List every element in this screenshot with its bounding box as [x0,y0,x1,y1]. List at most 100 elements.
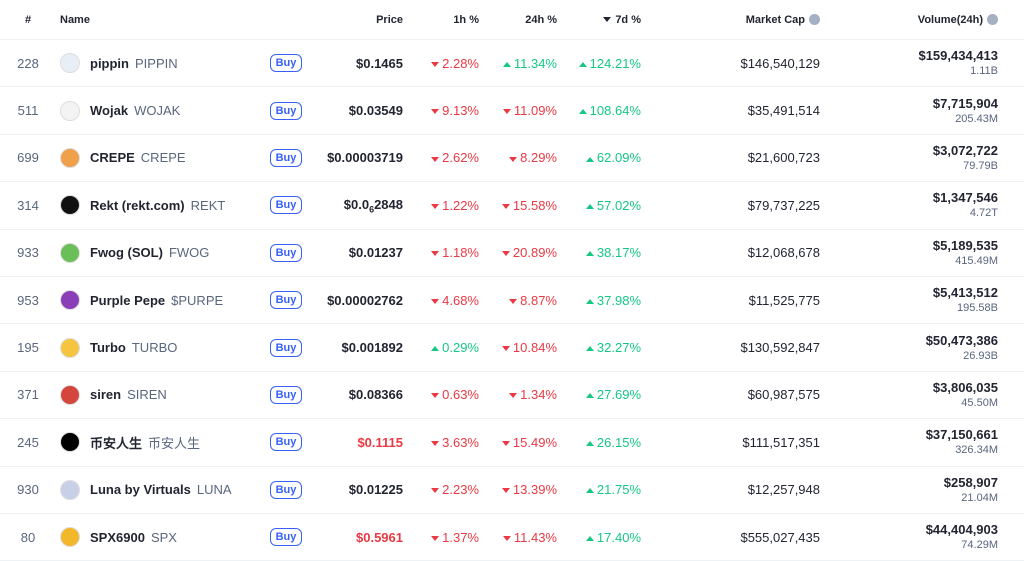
spacer [998,134,1024,183]
d7-header[interactable]: 7d % [557,0,641,40]
change-arrow [431,535,440,541]
h24-change-cell: 11.34% [479,39,557,88]
change-arrow [502,61,511,67]
d7-change-cell: 38.17% [557,229,641,277]
h24-change-cell: 8.29% [479,134,557,183]
volume-cell: $5,189,535 415.49M [820,229,998,277]
price-part: $0.0 [343,196,370,212]
h1-change-cell: 1.18% [403,229,479,277]
name-wrap[interactable]: Luna by Virtuals LUNA [60,479,261,500]
name-wrap[interactable]: pippin PIPPIN [60,53,261,74]
buy-button[interactable]: Buy [269,338,303,357]
rank-header: # [0,0,56,40]
coin-row: 314 Rekt (rekt.com) REKT Buy $0.062848 1.22% 1… [0,181,1024,230]
price: $0.01237 [348,245,403,261]
h24-change: 8.87% [520,292,557,308]
info-icon[interactable] [809,14,820,26]
name-wrap[interactable]: 币安人生 币安人生 [60,432,261,453]
coin-symbol: 币安人生 [148,435,201,451]
change-arrow [509,156,518,162]
change-arrow [431,109,440,115]
volume-sub: 21.04M [961,491,998,504]
price: $0.03549 [348,103,403,119]
coin-name: SPX6900 [90,529,145,545]
volume: $44,404,903 [925,522,998,538]
buy-button[interactable]: Buy [269,528,303,547]
market-cap-header-text: Market Cap [745,13,805,26]
h24-change-cell: 15.58% [479,181,557,230]
buy-button[interactable]: Buy [269,243,303,262]
name-wrap[interactable]: Wojak WOJAK [60,100,261,121]
change-arrow [501,203,510,209]
buy-cell: Buy [261,323,311,372]
d7-change: 108.64% [589,103,641,119]
name-wrap[interactable]: SPX6900 SPX [60,527,261,548]
price: $0.00002762 [327,292,403,308]
name-cell: Luna by Virtuals LUNA [56,466,261,514]
coin-symbol: CREPE [140,150,186,166]
name-wrap[interactable]: Fwog (SOL) FWOG [60,242,261,263]
h24-change-cell: 11.43% [479,513,557,561]
coin-symbol: SIREN [127,387,167,403]
spacer [998,181,1024,230]
volume-cell: $44,404,903 74.29M [820,513,998,561]
coin-name: 币安人生 [90,435,143,451]
coin-logo [60,384,80,405]
coin-row: 228 pippin PIPPIN Buy $0.1465 2.28% 11.34% 124.… [0,39,1024,88]
name-wrap[interactable]: Turbo TURBO [60,337,261,358]
name-wrap[interactable]: siren SIREN [60,384,261,405]
d7-change-cell: 62.09% [557,134,641,183]
change-arrow [431,61,440,67]
d7-change: 38.17% [596,245,641,261]
coin-row: 195 Turbo TURBO Buy $0.001892 0.29% 10.84% 32.2… [0,323,1024,372]
h1-change: 4.68% [442,292,479,308]
volume-sub: 1.11B [970,65,998,78]
h24-change: 15.58% [512,197,557,213]
name-wrap[interactable]: Purple Pepe $PURPE [60,290,261,311]
coin-logo [60,147,80,168]
spacer [998,276,1024,325]
coin-name: pippin [90,55,129,71]
buy-button[interactable]: Buy [269,196,303,215]
h24-change-cell: 15.49% [479,418,557,467]
buy-cell: Buy [261,86,311,135]
volume-sub: 415.49M [955,254,998,267]
name-cell: 币安人生 币安人生 [56,418,261,467]
h1-change: 0.63% [442,387,479,403]
buy-button[interactable]: Buy [269,54,303,73]
buy-button[interactable]: Buy [269,433,303,452]
h24-header: 24h % [479,0,557,40]
change-arrow [431,488,440,494]
name-wrap[interactable]: Rekt (rekt.com) REKT [60,195,261,216]
buy-button[interactable]: Buy [269,385,303,404]
h1-change-cell: 9.13% [403,86,479,135]
coin-row: 930 Luna by Virtuals LUNA Buy $0.01225 2.23% 1… [0,466,1024,514]
buy-button[interactable]: Buy [269,101,303,120]
buy-button[interactable]: Buy [269,480,303,499]
price-cell: $0.08366 [311,371,403,420]
rank: 80 [0,513,56,561]
change-arrow [431,346,440,352]
d7-change: 57.02% [596,197,641,213]
info-icon[interactable] [987,14,998,26]
name-wrap[interactable]: CREPE CREPE [60,147,261,168]
h1-change: 1.22% [442,197,479,213]
market-cap: $21,600,723 [641,134,820,183]
d7-change-cell: 108.64% [557,86,641,135]
buy-button[interactable]: Buy [269,148,303,167]
spacer [998,418,1024,467]
d7-change-cell: 26.15% [557,418,641,467]
volume-cell: $3,072,722 79.79B [820,134,998,183]
change-arrow [509,298,518,304]
h24-change-cell: 13.39% [479,466,557,514]
change-arrow [502,109,511,115]
change-arrow [501,440,510,446]
price: $0.5961 [356,529,403,545]
name-cell: SPX6900 SPX [56,513,261,561]
h24-change: 1.34% [520,387,557,403]
buy-button[interactable]: Buy [269,291,303,310]
volume-cell: $37,150,661 326.34M [820,418,998,467]
price-cell: $0.5961 [311,513,403,561]
coin-name: siren [90,387,122,403]
d7-change-cell: 27.69% [557,371,641,420]
